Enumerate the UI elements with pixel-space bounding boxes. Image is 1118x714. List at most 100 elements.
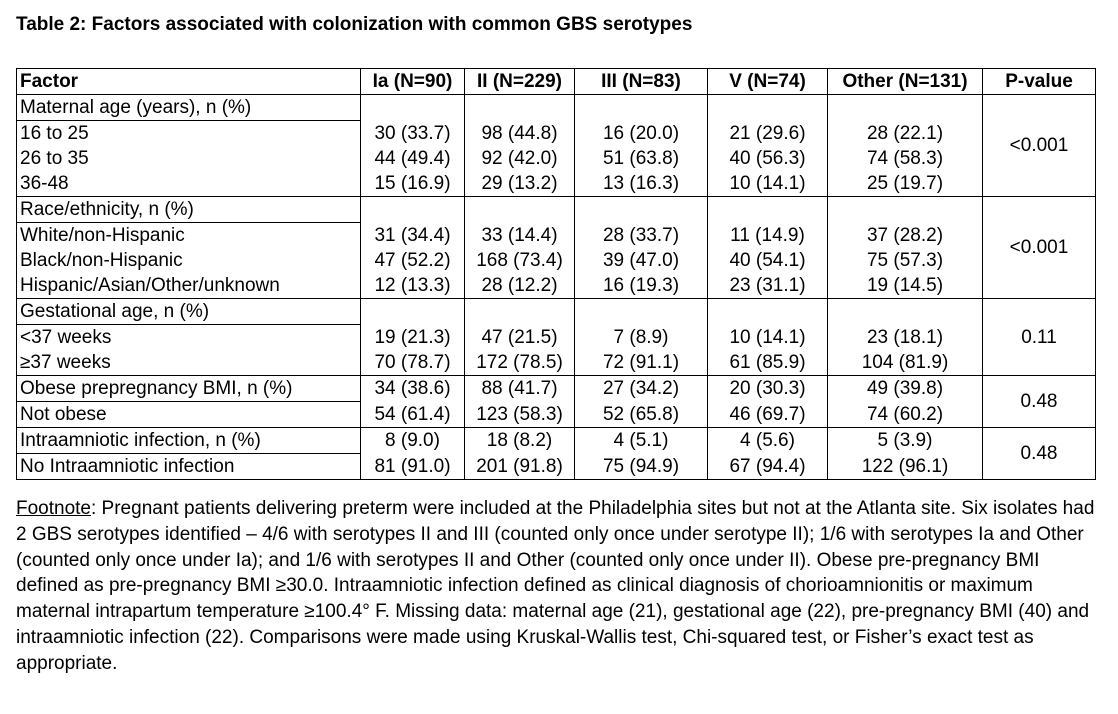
table-cell: 18 (8.2)	[464, 427, 575, 454]
table-cell: 67 (94.4)	[707, 453, 828, 480]
table-cell: 23 (31.1)	[707, 273, 828, 299]
table-cell: 28 (22.1)	[827, 120, 983, 146]
table-cell	[707, 94, 828, 121]
table-cell: 11 (14.9)	[707, 222, 828, 248]
table-cell: 23 (18.1)	[827, 324, 983, 350]
table-cell: 7 (8.9)	[574, 324, 708, 350]
table-row: Gestational age, n (%) 0.11	[16, 298, 1096, 376]
table-cell: 122 (96.1)	[827, 453, 983, 480]
table-cell: 28 (33.7)	[574, 222, 708, 248]
table-cell: 74 (60.2)	[827, 401, 983, 428]
table-row: ≥37 weeks 70 (78.7) 172 (78.5) 72 (91.1) 61 …	[16, 350, 1096, 376]
table-cell: 54 (61.4)	[360, 401, 465, 428]
row-label: 36-48	[16, 171, 361, 197]
table-row: White/non-Hispanic 31 (34.4) 33 (14.4) 28 (…	[16, 222, 1096, 248]
table-cell: 15 (16.9)	[360, 171, 465, 197]
table-cell: 16 (20.0)	[574, 120, 708, 146]
table-cell	[827, 298, 983, 325]
table-cell: 29 (13.2)	[464, 171, 575, 197]
table-cell: 10 (14.1)	[707, 171, 828, 197]
table-row: Race/ethnicity, n (%) <0.001	[16, 196, 1096, 299]
table-cell: 88 (41.7)	[464, 375, 575, 402]
table-cell: 40 (56.3)	[707, 146, 828, 171]
table-cell: 34 (38.6)	[360, 375, 465, 402]
table-cell: 49 (39.8)	[827, 375, 983, 402]
table-header-row: Factor Ia (N=90) II (N=229) III (N=83) V…	[16, 68, 1096, 95]
table-cell: 51 (63.8)	[574, 146, 708, 171]
table-cell: 168 (73.4)	[464, 248, 575, 273]
row-label: Not obese	[16, 401, 361, 428]
footnote-text: : Pregnant patients delivering preterm w…	[16, 498, 1095, 674]
p-value-cell: 0.48	[982, 427, 1096, 480]
table-cell: 61 (85.9)	[707, 350, 828, 376]
table-cell: 98 (44.8)	[464, 120, 575, 146]
table-cell: 28 (12.2)	[464, 273, 575, 299]
table-cell: 37 (28.2)	[827, 222, 983, 248]
table-cell: 44 (49.4)	[360, 146, 465, 171]
group-label: Maternal age (years), n (%)	[16, 94, 361, 121]
column-header: III (N=83)	[574, 68, 708, 95]
table-row: Not obese 54 (61.4) 123 (58.3) 52 (65.8) 46 …	[16, 401, 1096, 428]
row-label: <37 weeks	[16, 324, 361, 350]
footnote-label: Footnote	[16, 498, 91, 519]
table-cell: 75 (57.3)	[827, 248, 983, 273]
table-cell: 27 (34.2)	[574, 375, 708, 402]
column-header: Factor	[16, 68, 361, 95]
table-cell: 52 (65.8)	[574, 401, 708, 428]
footnote: Footnote: Pregnant patients delivering p…	[16, 496, 1102, 677]
row-label: 16 to 25	[16, 120, 361, 146]
row-label: No Intraamniotic infection	[16, 453, 361, 480]
column-header: V (N=74)	[707, 68, 828, 95]
table-row: 36-48 15 (16.9) 29 (13.2) 13 (16.3) 10 (14.1…	[16, 171, 1096, 197]
table-cell	[464, 94, 575, 121]
column-header: Ia (N=90)	[360, 68, 465, 95]
column-header: Other (N=131)	[827, 68, 983, 95]
table-cell: 8 (9.0)	[360, 427, 465, 454]
table-cell: 81 (91.0)	[360, 453, 465, 480]
table-cell: 70 (78.7)	[360, 350, 465, 376]
row-label: 26 to 35	[16, 146, 361, 171]
table-cell: 25 (19.7)	[827, 171, 983, 197]
table-cell: 20 (30.3)	[707, 375, 828, 402]
table-cell: 21 (29.6)	[707, 120, 828, 146]
table-cell: 19 (14.5)	[827, 273, 983, 299]
p-value-cell: 0.11	[982, 298, 1096, 376]
table-cell	[360, 298, 465, 325]
row-label: Black/non-Hispanic	[16, 248, 361, 273]
table-cell	[827, 196, 983, 223]
table-cell: 46 (69.7)	[707, 401, 828, 428]
table-cell: 92 (42.0)	[464, 146, 575, 171]
table-cell: 13 (16.3)	[574, 171, 708, 197]
table-cell: 12 (13.3)	[360, 273, 465, 299]
table-cell	[707, 298, 828, 325]
table-cell: 74 (58.3)	[827, 146, 983, 171]
factors-table: Factor Ia (N=90) II (N=229) III (N=83) V…	[16, 68, 1096, 480]
table-cell: 30 (33.7)	[360, 120, 465, 146]
table-row: 26 to 35 44 (49.4) 92 (42.0) 51 (63.8) 40 (5…	[16, 146, 1096, 171]
table-row: Intraamniotic infection, n (%) 8 (9.0) 18 …	[16, 427, 1096, 480]
group-label: Gestational age, n (%)	[16, 298, 361, 325]
table-cell: 19 (21.3)	[360, 324, 465, 350]
table-cell: 47 (52.2)	[360, 248, 465, 273]
table-cell: 75 (94.9)	[574, 453, 708, 480]
row-label: White/non-Hispanic	[16, 222, 361, 248]
table-cell: 4 (5.6)	[707, 427, 828, 454]
table-cell: 40 (54.1)	[707, 248, 828, 273]
group-label: Race/ethnicity, n (%)	[16, 196, 361, 223]
table-cell: 39 (47.0)	[574, 248, 708, 273]
table-cell: 4 (5.1)	[574, 427, 708, 454]
table-cell: 201 (91.8)	[464, 453, 575, 480]
table-row: <37 weeks 19 (21.3) 47 (21.5) 7 (8.9) 10 (14…	[16, 324, 1096, 350]
row-label: Hispanic/Asian/Other/unknown	[16, 273, 361, 299]
table-cell	[827, 94, 983, 121]
table-cell	[574, 298, 708, 325]
table-cell	[464, 298, 575, 325]
column-header: II (N=229)	[464, 68, 575, 95]
p-value-cell: 0.48	[982, 375, 1096, 428]
table-cell: 104 (81.9)	[827, 350, 983, 376]
table-cell: 123 (58.3)	[464, 401, 575, 428]
p-value-cell: <0.001	[982, 94, 1096, 197]
table-row: Hispanic/Asian/Other/unknown 12 (13.3) 28 …	[16, 273, 1096, 299]
table-title: Table 2: Factors associated with coloniz…	[16, 14, 693, 35]
table-row: Maternal age (years), n (%) <0.001	[16, 94, 1096, 197]
